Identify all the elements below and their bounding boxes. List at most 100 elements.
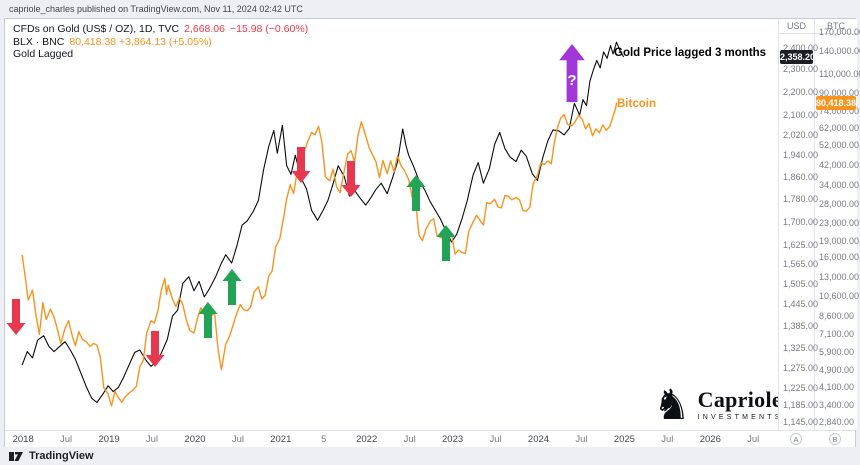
- tradingview-wordmark: TradingView: [29, 450, 94, 462]
- footer-bar: TradingView: [0, 447, 860, 465]
- price-tick-label: 90,000.00: [819, 87, 860, 98]
- price-tick-label: 10,600.00: [819, 291, 860, 302]
- price-chart: ?: [6, 41, 624, 407]
- price-tick-label: 8,600.00: [819, 311, 855, 322]
- bitcoin-blx-line: [21, 102, 618, 407]
- price-tick-label: 52,000.00: [819, 139, 860, 150]
- price-tick-label: 1,145.00: [783, 417, 819, 427]
- red-down-arrow-2021b: [341, 161, 361, 197]
- time-label-month: Jul: [489, 434, 502, 445]
- price-tick-label: 1,445.00: [783, 299, 819, 310]
- time-label-month: Jul: [403, 434, 416, 445]
- time-label-year: 2026: [699, 434, 721, 445]
- green-up-arrow-2020b: [222, 269, 242, 305]
- price-tick-label: 3,400.00: [819, 399, 855, 410]
- plot-area[interactable]: ? CFDs on Gold (US$ / OZ), 1D, TVC 2,668.…: [5, 19, 778, 430]
- btc-last-values: 80,418.38 +3,864.13 (+5.05%): [69, 35, 212, 48]
- scale-merge-button-b[interactable]: B: [829, 433, 841, 445]
- purple-question-arrow: [559, 44, 585, 102]
- price-tick-label: 1,225.00: [783, 382, 819, 393]
- price-tick-label: 1,780.00: [783, 193, 819, 204]
- price-tick-label: 28,000.00: [819, 198, 860, 209]
- price-tick-label: 23,000.00: [819, 217, 860, 228]
- price-tick-label: 2,100.00: [783, 110, 819, 121]
- time-label-month: Jul: [661, 434, 674, 445]
- btc-axis-header[interactable]: BTC: [815, 19, 857, 34]
- time-label-year: 2023: [442, 434, 464, 445]
- gold-lagged-title: Gold Lagged: [13, 48, 74, 60]
- btc-symbol-title: BLX · BNC: [13, 35, 65, 48]
- price-tick-label: 170,000.00: [819, 27, 860, 38]
- capriole-subtitle: INVESTMENTS: [697, 414, 778, 421]
- legend-row-gold[interactable]: CFDs on Gold (US$ / OZ), 1D, TVC 2,668.06…: [13, 23, 308, 36]
- time-label-month: Jul: [575, 434, 588, 445]
- legend-row-bitcoin[interactable]: BLX · BNC 80,418.38 +3,864.13 (+5.05%): [13, 36, 308, 49]
- annotation-bitcoin-label: Bitcoin: [617, 98, 656, 110]
- chart-window: ? CFDs on Gold (US$ / OZ), 1D, TVC 2,668.…: [4, 18, 860, 447]
- price-tick-label: 19,000.00: [819, 235, 860, 246]
- price-tick-label: 1,565.00: [783, 258, 819, 269]
- scale-merge-button-a[interactable]: A: [790, 433, 802, 445]
- green-up-arrow-2023: [436, 225, 456, 261]
- price-tick-label: 1,325.00: [783, 343, 819, 354]
- green-up-arrow-2022: [406, 175, 426, 211]
- price-tick-label: 62,000.00: [819, 123, 860, 134]
- annotation-gold-lagged-label: Gold Price lagged 3 months: [614, 47, 767, 59]
- gold-change: −15.98 (−0.60%): [229, 23, 309, 35]
- price-tick-label: 34,000.00: [819, 180, 860, 191]
- price-tick-label: 110,000.00: [819, 68, 860, 79]
- time-label-year: 2022: [356, 434, 378, 445]
- price-tick-label: 1,700.00: [783, 217, 819, 228]
- usd-axis-header[interactable]: USD: [779, 19, 814, 34]
- legend-row-gold-lagged[interactable]: Gold Lagged: [13, 48, 308, 61]
- time-label-month: Jul: [231, 434, 244, 445]
- price-tick-label: 1,505.00: [783, 278, 819, 289]
- time-label-month: Jul: [145, 434, 159, 445]
- price-tick-label: 1,940.00: [783, 150, 819, 161]
- question-mark-label: ?: [567, 72, 576, 89]
- legend: CFDs on Gold (US$ / OZ), 1D, TVC 2,668.06…: [13, 23, 308, 61]
- time-label-month: Jul: [60, 434, 73, 445]
- price-tick-label: 42,000.00: [819, 160, 860, 171]
- price-tick-label: 2,300.00: [783, 64, 819, 75]
- price-tick-label: 1,625.00: [783, 239, 819, 250]
- publish-bar: capriole_charles published on TradingVie…: [0, 0, 860, 18]
- capriole-knight-icon: ♞: [653, 381, 691, 428]
- price-tick-label: 13,000.00: [819, 271, 860, 282]
- bitcoin-price-tag: 80,418.38: [816, 96, 857, 111]
- tradingview-logo-icon: [9, 452, 23, 461]
- time-label-month: 5: [321, 434, 327, 445]
- price-tick-label: 7,100.00: [819, 329, 855, 340]
- price-tick-label: 4,100.00: [819, 381, 855, 392]
- red-down-arrow-2018: [6, 299, 26, 335]
- price-tick-label: 2,020.00: [783, 129, 819, 140]
- price-tick-label: 2,840.00: [819, 416, 855, 427]
- time-label-year: 2018: [12, 434, 34, 445]
- price-axis-btc[interactable]: BTC 170,000.00 140,000.00 110,000.00 90,000…: [814, 19, 860, 430]
- price-tick-label: 1,275.00: [783, 362, 819, 373]
- price-tick-label: 2,200.00: [783, 86, 819, 97]
- publish-text: capriole_charles published on TradingVie…: [9, 4, 303, 14]
- price-tick-label: 74,000.00: [819, 106, 860, 117]
- price-axis-usd[interactable]: USD 2,400.00 2,300.00 2,200.00 2,100.00 2,02…: [778, 19, 818, 430]
- time-label-year: 2021: [270, 434, 292, 445]
- price-tick-label: 4,900.00: [819, 364, 855, 375]
- capriole-wordmark: Capriole: [697, 387, 778, 412]
- red-down-arrow-2019: [145, 331, 165, 367]
- price-tick-label: 1,185.00: [783, 399, 819, 410]
- capriole-logo: ♞ Capriole INVESTMENTS: [653, 383, 778, 427]
- price-tick-label: 2,400.00: [783, 42, 819, 53]
- price-tick-label: 16,000.00: [819, 252, 860, 262]
- green-up-arrow-2020a: [198, 302, 218, 338]
- time-axis[interactable]: A B 2018 Jul 2019 Jul 2020 Jul 2021 5 2022 Jul 202…: [5, 430, 855, 447]
- gold-price-tag: 2,358.20: [780, 49, 816, 64]
- price-tick-label: 140,000.00: [819, 45, 860, 56]
- time-label-year: 2020: [184, 434, 206, 445]
- price-tick-label: 5,900.00: [819, 347, 855, 357]
- price-tick-label: 1,860.00: [783, 171, 819, 182]
- gold-symbol-title: CFDs on Gold (US$ / OZ), 1D, TVC: [13, 23, 180, 35]
- time-label-month: Jul: [747, 434, 760, 445]
- price-tick-label: 1,385.00: [783, 320, 819, 331]
- red-down-arrow-2021a: [291, 147, 311, 183]
- time-label-year: 2019: [98, 434, 120, 445]
